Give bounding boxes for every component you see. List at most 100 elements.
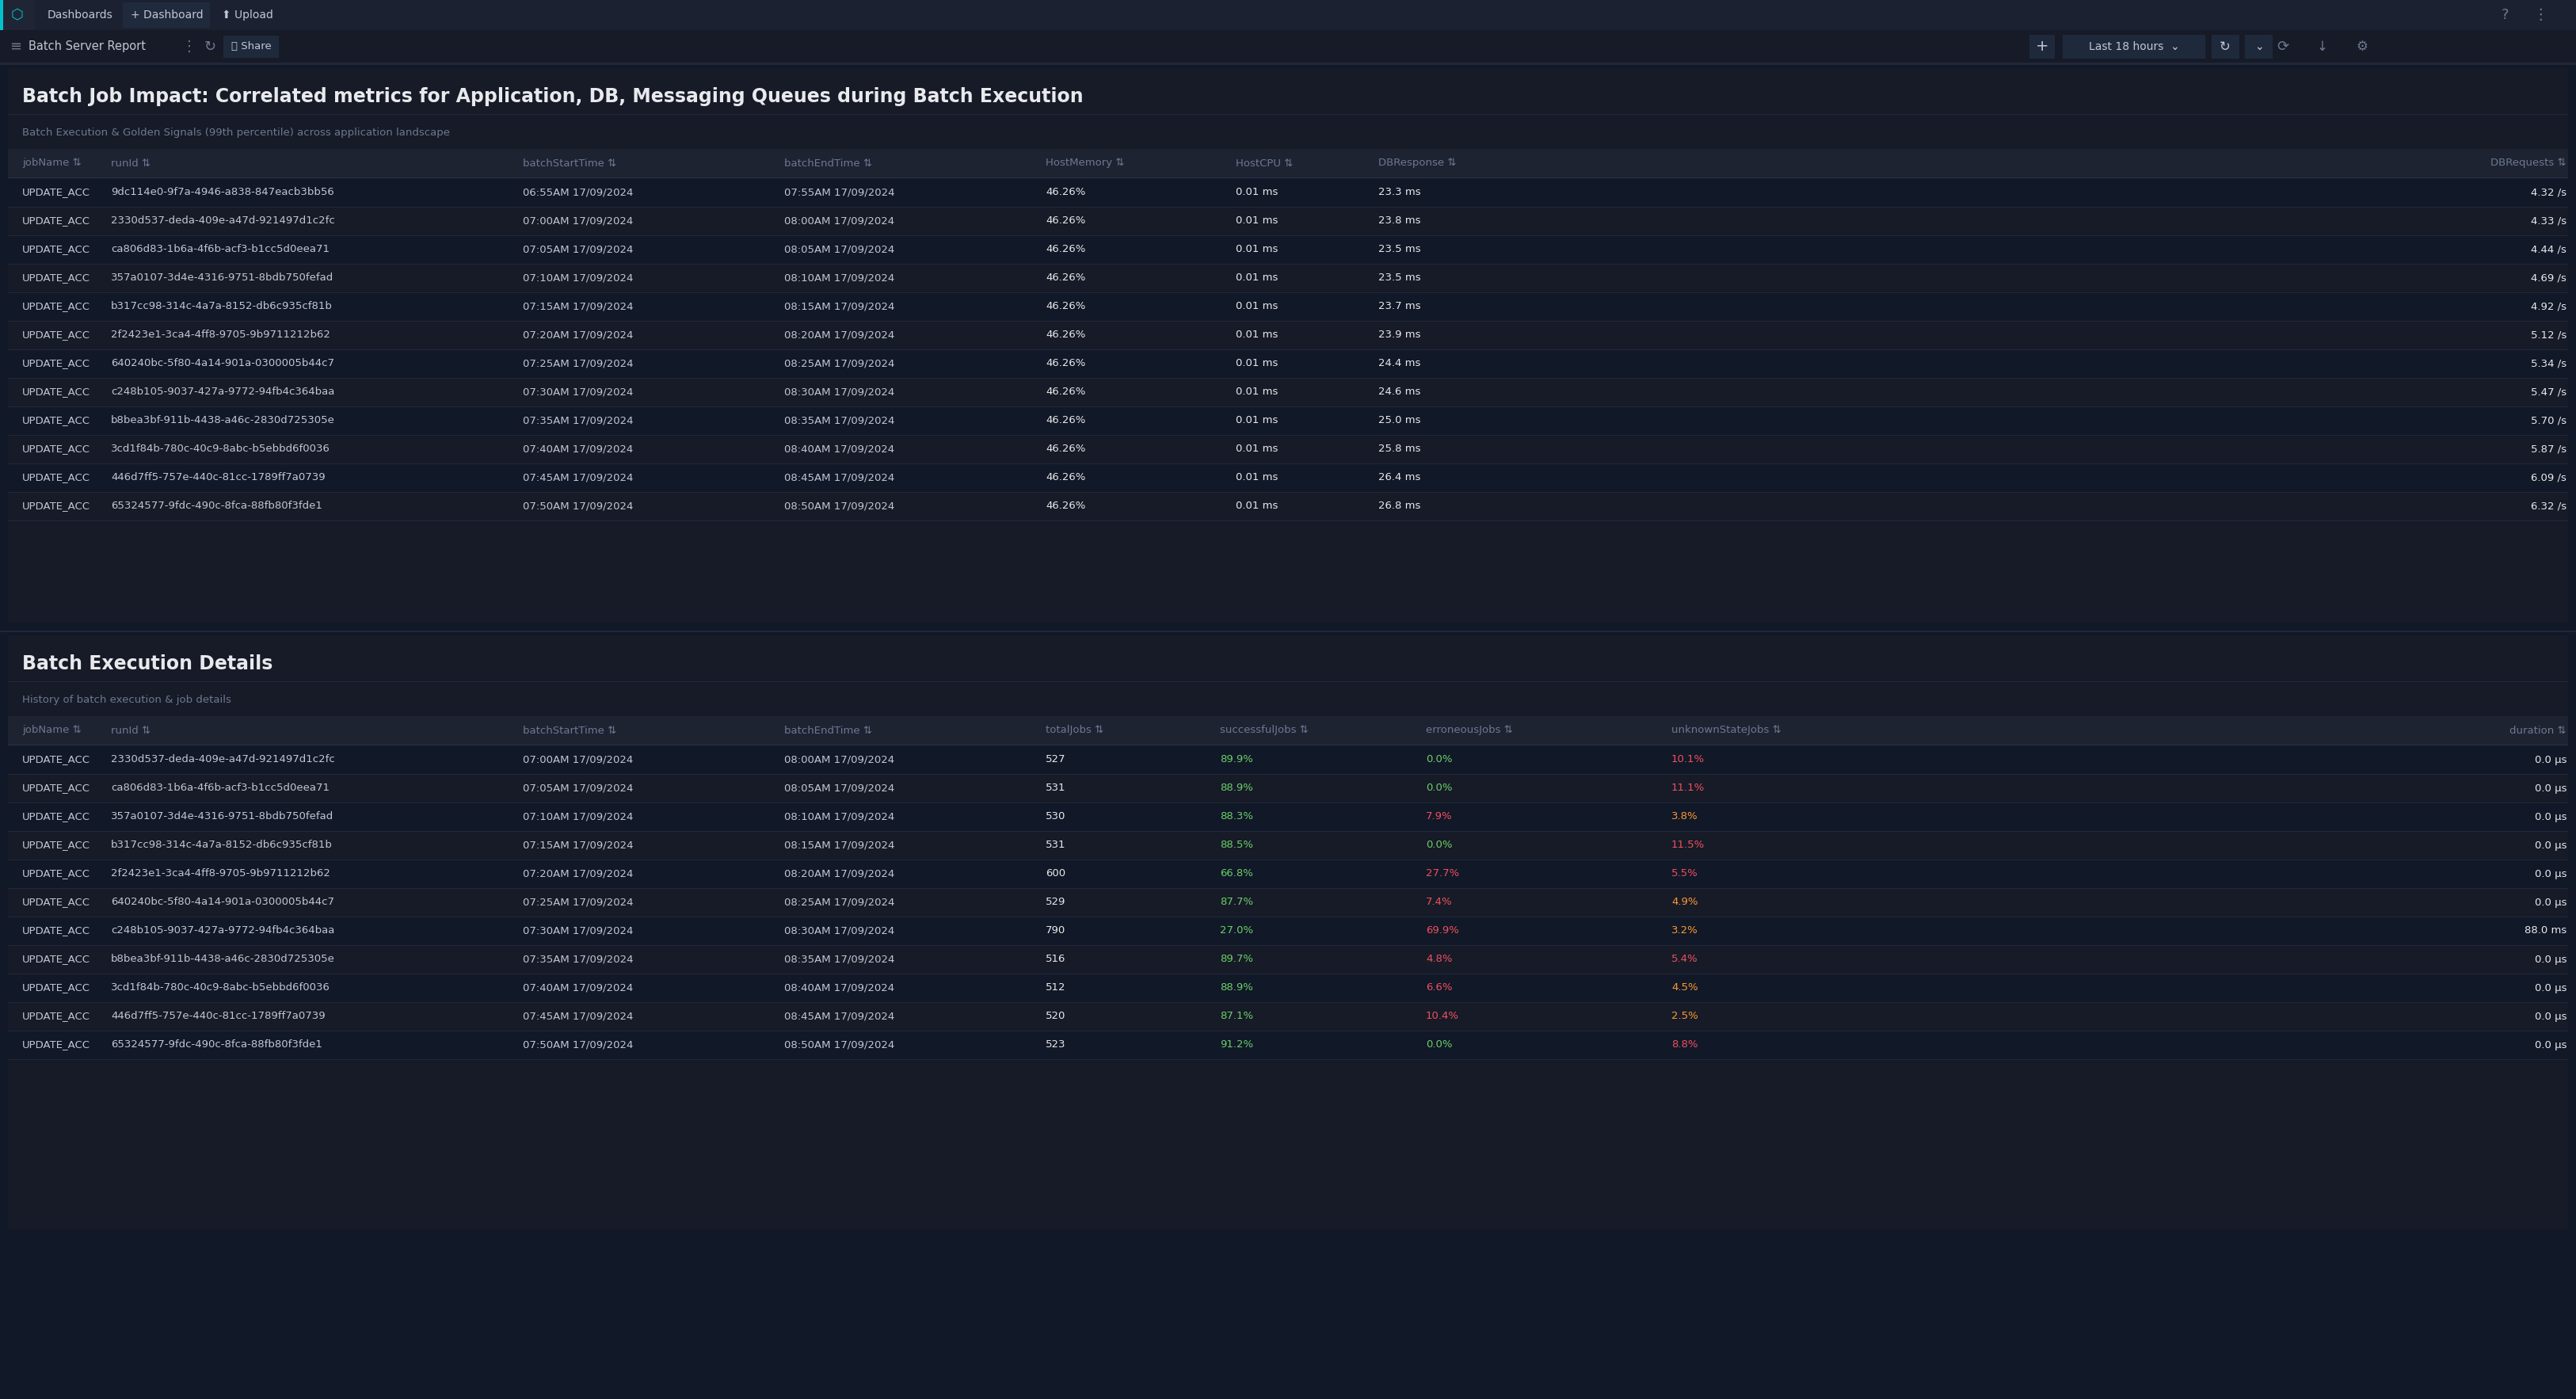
Text: 46.26%: 46.26% bbox=[1046, 187, 1084, 197]
Bar bbox=[3, 0, 36, 31]
Text: UPDATE_ACC: UPDATE_ACC bbox=[23, 954, 90, 964]
Text: 0.01 ms: 0.01 ms bbox=[1236, 443, 1278, 455]
Text: 87.7%: 87.7% bbox=[1221, 897, 1255, 908]
Text: 46.26%: 46.26% bbox=[1046, 330, 1084, 340]
Text: 0.0 μs: 0.0 μs bbox=[2535, 982, 2566, 993]
Text: 24.6 ms: 24.6 ms bbox=[1378, 388, 1419, 397]
Text: 46.26%: 46.26% bbox=[1046, 416, 1084, 425]
Text: ⬡: ⬡ bbox=[10, 8, 23, 22]
Text: 23.9 ms: 23.9 ms bbox=[1378, 330, 1422, 340]
Text: 3.2%: 3.2% bbox=[1672, 926, 1698, 936]
Text: runId ⇅: runId ⇅ bbox=[111, 725, 149, 736]
Text: 87.1%: 87.1% bbox=[1221, 1011, 1255, 1021]
Text: 07:05AM 17/09/2024: 07:05AM 17/09/2024 bbox=[523, 783, 634, 793]
Text: 66.8%: 66.8% bbox=[1221, 869, 1252, 879]
Text: 523: 523 bbox=[1046, 1039, 1066, 1051]
Text: UPDATE_ACC: UPDATE_ACC bbox=[23, 187, 90, 197]
Text: 0.0 μs: 0.0 μs bbox=[2535, 1011, 2566, 1021]
Text: 08:50AM 17/09/2024: 08:50AM 17/09/2024 bbox=[783, 501, 894, 512]
Text: UPDATE_ACC: UPDATE_ACC bbox=[23, 301, 90, 312]
Text: 529: 529 bbox=[1046, 897, 1066, 908]
Text: 0.0 μs: 0.0 μs bbox=[2535, 869, 2566, 879]
Text: 27.7%: 27.7% bbox=[1427, 869, 1458, 879]
Text: 46.26%: 46.26% bbox=[1046, 388, 1084, 397]
Text: 07:25AM 17/09/2024: 07:25AM 17/09/2024 bbox=[523, 358, 634, 369]
Text: ≡: ≡ bbox=[10, 39, 21, 55]
Text: ⋮: ⋮ bbox=[2532, 7, 2548, 22]
Text: 23.5 ms: 23.5 ms bbox=[1378, 273, 1422, 283]
Text: 0.0%: 0.0% bbox=[1427, 783, 1453, 793]
Text: UPDATE_ACC: UPDATE_ACC bbox=[23, 473, 90, 483]
Text: 10.4%: 10.4% bbox=[1427, 1011, 1458, 1021]
Bar bbox=[8, 635, 2568, 1230]
Text: UPDATE_ACC: UPDATE_ACC bbox=[23, 926, 90, 936]
Text: 0.0 μs: 0.0 μs bbox=[2535, 783, 2566, 793]
Text: 88.3%: 88.3% bbox=[1221, 811, 1252, 821]
Text: 26.4 ms: 26.4 ms bbox=[1378, 473, 1419, 483]
Text: 0.01 ms: 0.01 ms bbox=[1236, 273, 1278, 283]
Bar bbox=[8, 178, 2568, 207]
Bar bbox=[0, 0, 2576, 31]
Text: 0.0 μs: 0.0 μs bbox=[2535, 954, 2566, 964]
Text: Dashboards: Dashboards bbox=[46, 10, 113, 21]
Text: 08:45AM 17/09/2024: 08:45AM 17/09/2024 bbox=[783, 473, 894, 483]
Text: 07:30AM 17/09/2024: 07:30AM 17/09/2024 bbox=[523, 388, 634, 397]
Text: 5.70 /s: 5.70 /s bbox=[2530, 416, 2566, 425]
Text: ⬆ Upload: ⬆ Upload bbox=[222, 10, 273, 21]
Text: 0.01 ms: 0.01 ms bbox=[1236, 416, 1278, 425]
Text: 07:50AM 17/09/2024: 07:50AM 17/09/2024 bbox=[523, 501, 634, 512]
Bar bbox=[8, 463, 2568, 492]
Text: 08:35AM 17/09/2024: 08:35AM 17/09/2024 bbox=[783, 416, 894, 425]
Text: 2330d537-deda-409e-a47d-921497d1c2fc: 2330d537-deda-409e-a47d-921497d1c2fc bbox=[111, 754, 335, 765]
Text: 3cd1f84b-780c-40c9-8abc-b5ebbd6f0036: 3cd1f84b-780c-40c9-8abc-b5ebbd6f0036 bbox=[111, 982, 330, 993]
Text: UPDATE_ACC: UPDATE_ACC bbox=[23, 273, 90, 283]
Text: 4.8%: 4.8% bbox=[1427, 954, 1453, 964]
Bar bbox=[8, 435, 2568, 463]
Text: 600: 600 bbox=[1046, 869, 1066, 879]
Bar bbox=[8, 1031, 2568, 1059]
Text: 516: 516 bbox=[1046, 954, 1066, 964]
Text: 531: 531 bbox=[1046, 841, 1066, 851]
Text: batchEndTime ⇅: batchEndTime ⇅ bbox=[783, 158, 873, 168]
Text: UPDATE_ACC: UPDATE_ACC bbox=[23, 982, 90, 993]
Text: ?: ? bbox=[2501, 8, 2509, 22]
Bar bbox=[8, 974, 2568, 1002]
Text: 4.69 /s: 4.69 /s bbox=[2532, 273, 2566, 283]
Text: 0.0%: 0.0% bbox=[1427, 754, 1453, 765]
Text: 24.4 ms: 24.4 ms bbox=[1378, 358, 1419, 369]
Bar bbox=[8, 803, 2568, 831]
Text: 3.8%: 3.8% bbox=[1672, 811, 1698, 821]
Text: erroneousJobs ⇅: erroneousJobs ⇅ bbox=[1427, 725, 1512, 736]
Text: 07:35AM 17/09/2024: 07:35AM 17/09/2024 bbox=[523, 954, 634, 964]
Text: b317cc98-314c-4a7a-8152-db6c935cf81b: b317cc98-314c-4a7a-8152-db6c935cf81b bbox=[111, 301, 332, 312]
Text: 65324577-9fdc-490c-8fca-88fb80f3fde1: 65324577-9fdc-490c-8fca-88fb80f3fde1 bbox=[111, 501, 322, 512]
Text: UPDATE_ACC: UPDATE_ACC bbox=[23, 416, 90, 425]
Bar bbox=[8, 207, 2568, 235]
Bar bbox=[8, 235, 2568, 264]
Text: UPDATE_ACC: UPDATE_ACC bbox=[23, 1039, 90, 1051]
Text: 08:00AM 17/09/2024: 08:00AM 17/09/2024 bbox=[783, 215, 894, 227]
Text: 08:50AM 17/09/2024: 08:50AM 17/09/2024 bbox=[783, 1039, 894, 1051]
Text: UPDATE_ACC: UPDATE_ACC bbox=[23, 358, 90, 369]
Text: 530: 530 bbox=[1046, 811, 1066, 821]
Text: duration ⇅: duration ⇅ bbox=[2509, 725, 2566, 736]
Text: 11.5%: 11.5% bbox=[1672, 841, 1705, 851]
Text: ⋮: ⋮ bbox=[183, 39, 196, 55]
Bar bbox=[8, 946, 2568, 974]
Text: jobName ⇅: jobName ⇅ bbox=[23, 158, 82, 168]
Text: 0.01 ms: 0.01 ms bbox=[1236, 473, 1278, 483]
Text: UPDATE_ACC: UPDATE_ACC bbox=[23, 388, 90, 397]
Bar bbox=[0, 63, 2576, 64]
Text: 4.92 /s: 4.92 /s bbox=[2530, 301, 2566, 312]
Text: 07:30AM 17/09/2024: 07:30AM 17/09/2024 bbox=[523, 926, 634, 936]
Text: 6.09 /s: 6.09 /s bbox=[2532, 473, 2566, 483]
Bar bbox=[0, 31, 2576, 63]
Text: 446d7ff5-757e-440c-81cc-1789ff7a0739: 446d7ff5-757e-440c-81cc-1789ff7a0739 bbox=[111, 473, 325, 483]
Bar bbox=[8, 492, 2568, 520]
Text: 5.47 /s: 5.47 /s bbox=[2530, 388, 2566, 397]
Text: DBResponse ⇅: DBResponse ⇅ bbox=[1378, 158, 1455, 168]
Text: 07:20AM 17/09/2024: 07:20AM 17/09/2024 bbox=[523, 330, 634, 340]
Text: batchEndTime ⇅: batchEndTime ⇅ bbox=[783, 725, 873, 736]
Text: 5.4%: 5.4% bbox=[1672, 954, 1698, 964]
Text: UPDATE_ACC: UPDATE_ACC bbox=[23, 897, 90, 908]
